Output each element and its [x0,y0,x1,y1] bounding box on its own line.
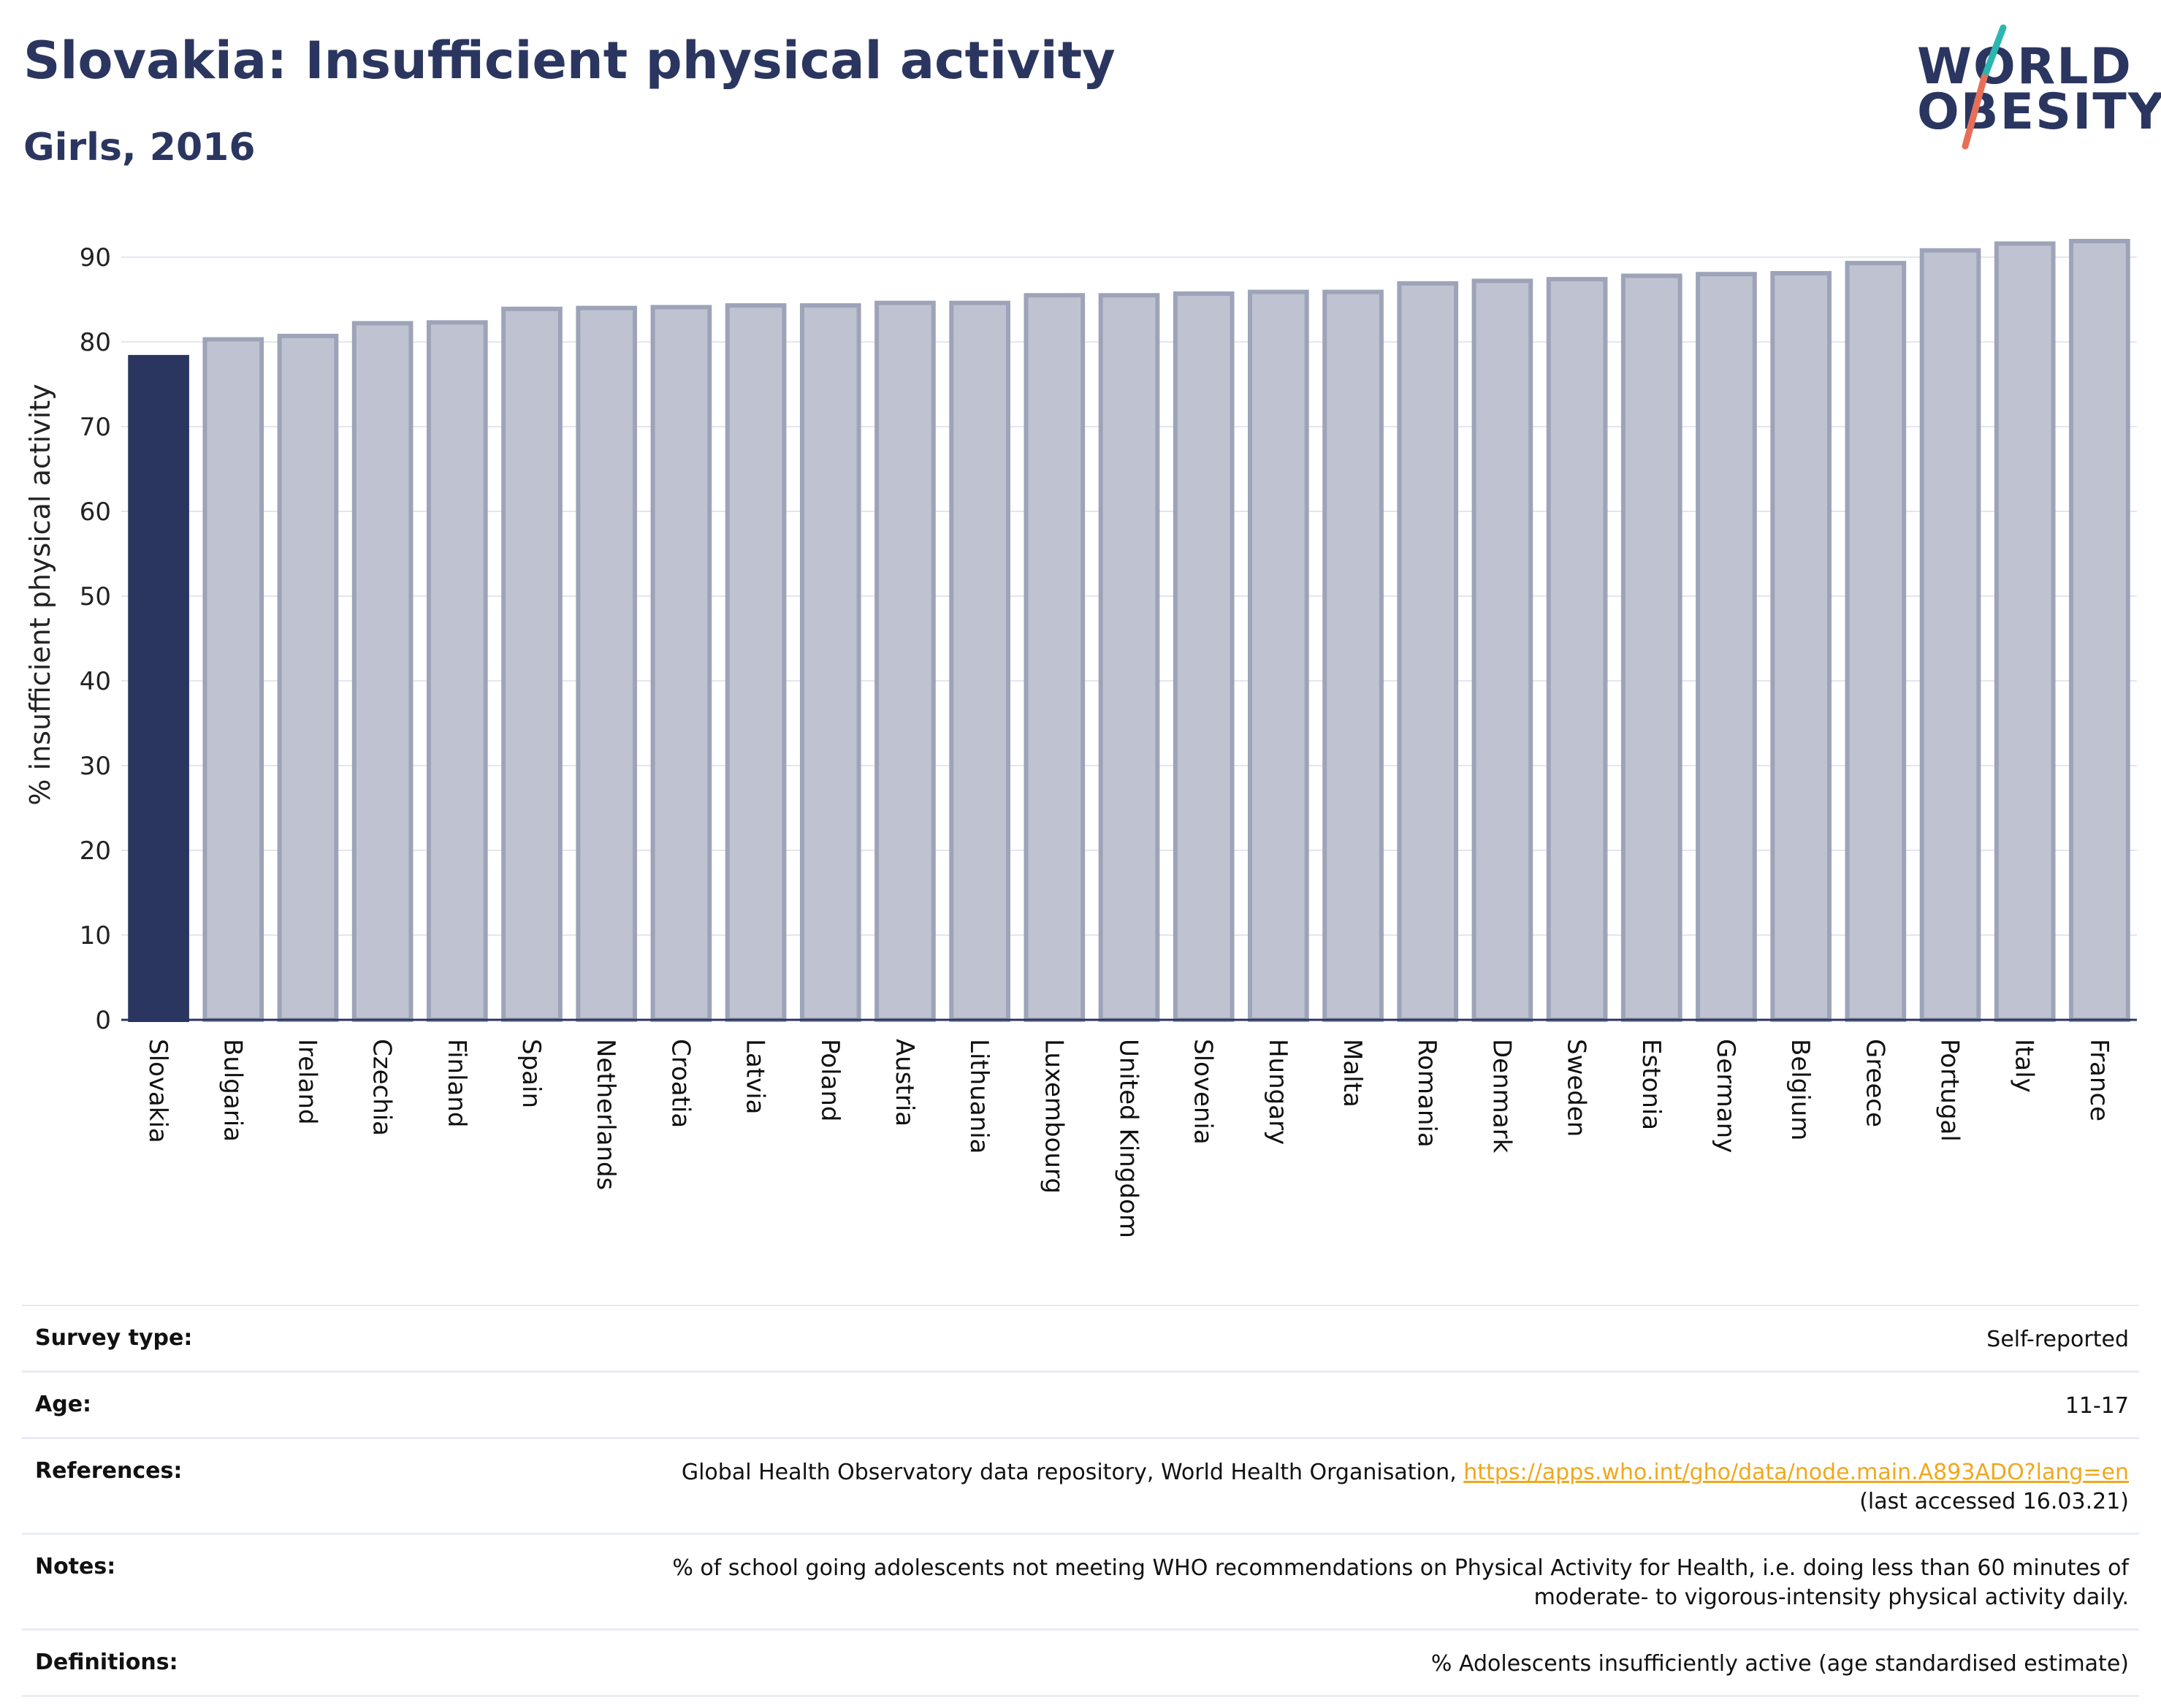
bar-malta [1322,289,1384,1022]
bar-croatia [650,305,712,1022]
y-tick-label: 20 [80,836,111,866]
info-row-survey-type: Survey type: Self-reported [22,1306,2139,1373]
y-tick-label: 80 [80,328,111,357]
x-tick-label: Portugal [1935,1039,1964,1142]
logo-text-world: WORLD [1917,38,2133,96]
x-tick-label: France [2084,1039,2114,1121]
info-table: Survey type: Self-reported Age: 11-17 Re… [22,1305,2139,1697]
bar-poland [799,303,861,1022]
y-tick-label: 0 [95,1006,111,1035]
bar-latvia [725,303,787,1022]
y-tick-label: 30 [80,752,111,781]
y-tick-label: 90 [80,243,111,272]
x-tick-label: Luxembourg [1039,1039,1068,1194]
age-value: 11-17 [2065,1393,2129,1419]
y-tick-label: 60 [80,497,111,527]
age-label: Age: [35,1392,92,1417]
x-tick-label: United Kingdom [1114,1039,1143,1238]
y-tick-label: 40 [80,667,111,696]
definitions-value: % Adolescents insufficiently active (age… [1430,1651,2129,1677]
x-tick-label: Hungary [1263,1039,1292,1145]
bar-slovenia [1173,291,1235,1022]
bar-portugal [1919,248,1981,1023]
notes-line-2: moderate- to vigorous-intensity physical… [1533,1585,2129,1610]
x-tick-label: Latvia [741,1039,770,1115]
bar-hungary [1248,289,1309,1022]
info-row-notes: Notes: % of school going adolescents not… [22,1535,2139,1631]
survey-type-label: Survey type: [35,1325,193,1351]
bar-czechia [351,321,413,1023]
references-value: Global Health Observatory data repositor… [682,1458,2129,1517]
y-tick-label: 10 [80,921,111,950]
info-row-definitions: Definitions: % Adolescents insufficientl… [22,1631,2139,1697]
bar-ireland [277,333,339,1022]
info-row-references: References: Global Health Observatory da… [22,1439,2139,1535]
chart-subtitle: Girls, 2016 [23,126,256,169]
x-tick-label: Bulgaria [218,1039,247,1142]
bar-bulgaria [202,337,264,1022]
y-tick-label: 70 [80,413,111,442]
world-obesity-logo: WORLD OBESITY [1899,22,2161,153]
info-row-age: Age: 11-17 [22,1373,2139,1439]
x-tick-label: Ireland [292,1039,321,1125]
bar-lithuania [949,300,1010,1022]
x-tick-labels: Slovakia Bulgaria Ireland Czechia Finland Spa… [143,1039,2114,1238]
notes-label: Notes: [35,1554,116,1579]
definitions-label: Definitions: [35,1650,178,1675]
logo-text-obesity: OBESITY [1917,83,2161,141]
bar-slovakia [128,354,189,1022]
y-tick-labels: 0 10 20 30 40 50 60 70 80 90 [80,243,111,1035]
x-tick-label: Denmark [1487,1039,1516,1154]
bars [128,238,2130,1023]
bar-estonia [1620,273,1682,1022]
bar-denmark [1471,278,1533,1023]
x-tick-label: Netherlands [591,1039,620,1190]
references-link[interactable]: https://apps.who.int/gho/data/node.main.… [1463,1460,2129,1485]
y-tick-label: 50 [80,582,111,611]
notes-value: % of school going adolescents not meetin… [672,1554,2129,1612]
chart-title: Slovakia: Insufficient physical activity [23,31,1116,91]
references-text: Global Health Observatory data repositor… [681,1460,1464,1485]
x-tick-label: Romania [1412,1039,1441,1148]
logo-slash-icon [1962,24,2007,150]
x-tick-label: Sweden [1562,1039,1591,1137]
bar-sweden [1546,277,1608,1023]
bar-finland [427,320,488,1022]
x-tick-label: Italy [2010,1039,2039,1093]
bar-belgium [1770,271,1832,1023]
bar-austria [874,300,936,1022]
x-tick-label: Slovenia [1189,1039,1218,1145]
x-tick-label: Croatia [666,1039,695,1128]
bar-france [2069,238,2130,1023]
bar-greece [1845,261,1907,1022]
x-tick-label: Lithuania [964,1039,994,1154]
bar-luxembourg [1024,293,1086,1022]
bar-netherlands [576,305,638,1023]
x-tick-label: Czechia [367,1039,397,1136]
bar-italy [1994,241,2056,1023]
bar-united-kingdom [1098,293,1160,1022]
x-tick-label: Austria [890,1039,919,1126]
x-tick-label: Greece [1860,1039,1889,1127]
x-tick-label: Poland [815,1039,845,1122]
bar-spain [501,306,563,1022]
x-tick-label: Estonia [1636,1039,1666,1130]
x-tick-label: Germany [1711,1039,1740,1153]
x-tick-label: Belgium [1785,1039,1815,1140]
references-label: References: [35,1458,183,1484]
references-accessed: (last accessed 16.03.21) [1859,1489,2129,1514]
x-tick-label: Finland [442,1039,471,1128]
notes-line-1: % of school going adolescents not meetin… [672,1555,2129,1581]
y-axis-label: % insufficient physical activity [24,384,56,805]
bar-chart: 0 10 20 30 40 50 60 70 80 90 Slovakia Bulgaria Irel… [24,238,2137,1238]
bar-romania [1397,281,1459,1022]
x-tick-label: Spain [517,1039,546,1108]
survey-type-value: Self-reported [1986,1327,2129,1352]
bar-germany [1696,272,1757,1022]
x-tick-label: Malta [1338,1039,1367,1107]
x-tick-label: Slovakia [143,1039,172,1143]
